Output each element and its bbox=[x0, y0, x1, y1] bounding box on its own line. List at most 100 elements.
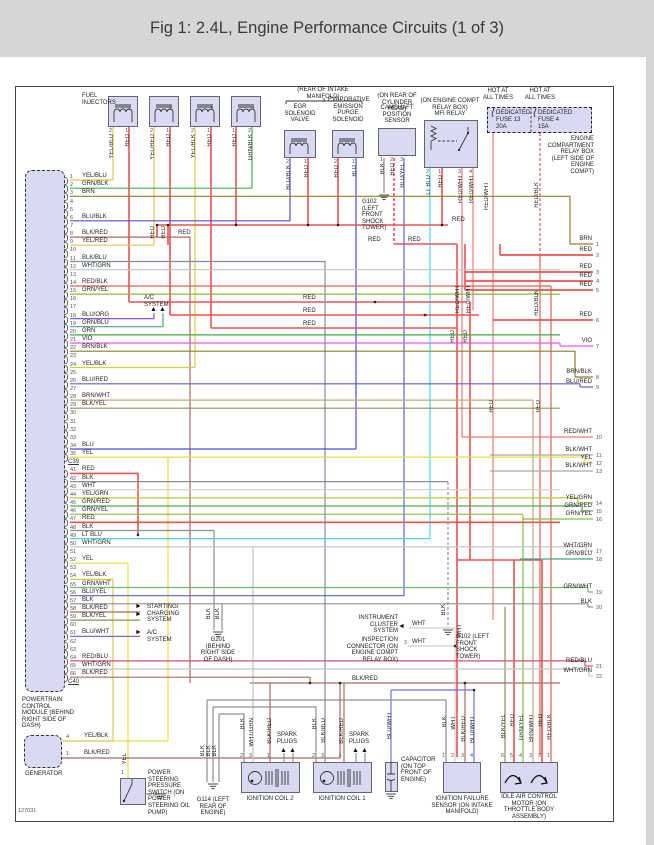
pcm-pin-bracket bbox=[64, 315, 68, 324]
wire-color-label: BLK/RED bbox=[267, 718, 273, 744]
wire-color-label: BLK/WHT bbox=[565, 447, 592, 453]
pcm-pin-number: 22 bbox=[70, 345, 77, 352]
wire-annotation: RED bbox=[303, 321, 316, 327]
pcm-pin-bracket bbox=[64, 535, 68, 544]
pcm-box bbox=[25, 170, 65, 692]
pcm-pin-bracket bbox=[64, 340, 68, 348]
pcm-pin-bracket bbox=[64, 437, 68, 446]
wire-color-label: WHT/GRN bbox=[249, 718, 255, 747]
right-pin-number: 16 bbox=[596, 517, 603, 523]
pcm-pin-number: 18 bbox=[70, 312, 77, 319]
pcm-pin-bracket bbox=[64, 177, 68, 185]
pcm-pin-number: 50 bbox=[70, 540, 77, 547]
wire-annotation: RED bbox=[452, 217, 465, 223]
component-pin-number: 2 bbox=[248, 128, 252, 134]
inspection-pin-number: 3 bbox=[404, 640, 408, 646]
wire-color-label: RED bbox=[390, 163, 396, 176]
wire-color-label: YEL/BLK bbox=[82, 360, 107, 367]
fuel-injector-box bbox=[190, 96, 220, 127]
pcm-pin-number: 8 bbox=[70, 231, 74, 238]
relay-box-label: ENGINE COMPARTMENT RELAY BOX (LEFT SIDE … bbox=[547, 136, 594, 175]
right-pin-number: 3 bbox=[596, 270, 600, 276]
purge-solenoid-box bbox=[332, 130, 364, 158]
pcm-pin-number: 16 bbox=[70, 296, 77, 303]
fuse13-name-label: DEDICATED FUSE 13 bbox=[496, 110, 531, 123]
mfi-location-label: (ON ENGINE COMPT RELAY BOX) bbox=[420, 98, 480, 111]
pcm-pin-bracket bbox=[64, 649, 68, 658]
component-pin-number: 3 bbox=[400, 157, 404, 163]
pcm-pin-number: 19 bbox=[70, 320, 77, 327]
wire-color-label: BLU/RED bbox=[565, 379, 592, 385]
pcm-pin-number: 24 bbox=[70, 361, 77, 368]
injector-number: 4 bbox=[251, 106, 255, 112]
wire-annotation: RED bbox=[536, 400, 542, 413]
wire-annotation: RED/WHT bbox=[455, 285, 461, 313]
component-pin-number: 1 bbox=[339, 753, 343, 759]
wire-color-label: BLK bbox=[312, 718, 318, 730]
pcm-pin-number: 28 bbox=[70, 394, 77, 401]
spark-plugs2-label: SPARK PLUGS bbox=[276, 732, 298, 745]
pcm-pin-bracket bbox=[64, 299, 68, 308]
pcm-pin-number: 65 bbox=[70, 663, 77, 669]
pcm-pin-bracket bbox=[64, 266, 68, 275]
wire-color-label: GRN/YEL bbox=[82, 287, 109, 294]
pcm-pin-bracket bbox=[64, 494, 68, 503]
wire-color-label: WHT bbox=[82, 482, 96, 489]
pcm-pin-number: 54 bbox=[70, 573, 77, 580]
wire-color-label: RED bbox=[510, 714, 516, 727]
pcm-pin-bracket bbox=[64, 519, 68, 528]
purge-label: EVAPORATIVE EMISSION PURGE SOLENOID bbox=[328, 97, 370, 123]
title-bar: Fig 1: 2.4L, Engine Performance Circuits… bbox=[0, 0, 654, 57]
component-pin-number: 1 bbox=[304, 159, 308, 165]
wire-color-label: YEL/BLU bbox=[82, 173, 107, 179]
wire-color-label: YEL/BLK bbox=[84, 733, 109, 739]
pcm-pin-bracket bbox=[64, 331, 68, 340]
pcm-pin-number: 33 bbox=[70, 434, 77, 441]
wire-color-label: BLK/YEL bbox=[82, 613, 107, 620]
pcm-pin-number: 45 bbox=[70, 500, 77, 506]
pcm-pin-bracket bbox=[64, 258, 68, 267]
ac-system-bottom-label: A/C SYSTEM bbox=[147, 630, 172, 643]
wire-color-label: WHT/GRN bbox=[82, 539, 111, 546]
pcm-pin-number: 48 bbox=[70, 524, 77, 531]
wire-color-label: BLU/WHT bbox=[470, 716, 476, 743]
generator-box bbox=[24, 735, 62, 768]
wire-color-label: YEL bbox=[580, 455, 592, 461]
wire-color-label: RED/BLU bbox=[82, 653, 109, 660]
pcm-pin-number: 27 bbox=[70, 385, 77, 392]
wire-color-label: GRN/BLK bbox=[82, 181, 109, 188]
pcm-pin-bracket bbox=[64, 478, 68, 487]
iac-motor-label: IDLE AIR CONTROL MOTOR (ON THROTTLE BODY… bbox=[501, 794, 557, 820]
wire-color-label: BLU/ORG bbox=[82, 311, 110, 318]
wire-color-label: BLK/RED bbox=[339, 718, 345, 744]
right-pin-number: 17 bbox=[596, 549, 603, 555]
pcm-pin-number: 51 bbox=[70, 548, 77, 555]
pcm-pin-number: 58 bbox=[70, 606, 77, 612]
wire-color-label: RED bbox=[579, 273, 592, 279]
g201-label: G201 (BEHIND RIGHT SIDE OF DASH) bbox=[200, 637, 236, 663]
component-pin-number: 2 bbox=[334, 159, 338, 165]
pcm-pin-bracket bbox=[64, 666, 68, 674]
wire-annotation: BLK bbox=[215, 608, 221, 620]
page-title: Fig 1: 2.4L, Engine Performance Circuits… bbox=[150, 19, 504, 37]
wire-color-label: GRN/WHT bbox=[82, 580, 111, 587]
pcm-pin-bracket bbox=[64, 225, 68, 234]
right-pin-number: 21 bbox=[596, 664, 603, 670]
mfi-label: MFI RELAY bbox=[434, 111, 466, 117]
wire-color-label: BLU/RED bbox=[82, 376, 109, 383]
wire-color-label: YEL bbox=[82, 450, 94, 457]
ignition-coil1-box bbox=[313, 762, 372, 793]
ignition-coil2-box bbox=[241, 762, 300, 793]
wire-annotation: WHT bbox=[412, 639, 426, 645]
wire-color-label: BLU/YEL bbox=[400, 163, 406, 188]
wire-color-label: BLK bbox=[240, 718, 246, 730]
arrow-glyph: ▲ bbox=[289, 747, 296, 754]
wire-color-label: BLK bbox=[82, 596, 94, 603]
wire-annotation: RED bbox=[303, 308, 316, 314]
wire-color-label: BLU bbox=[82, 442, 94, 448]
wire-color-label: RED/WHT bbox=[458, 175, 464, 203]
pcm-pin-number: 10 bbox=[70, 247, 77, 254]
pcm-connector-label: C40 bbox=[68, 679, 80, 686]
pcm-pin-number: 47 bbox=[70, 516, 77, 523]
